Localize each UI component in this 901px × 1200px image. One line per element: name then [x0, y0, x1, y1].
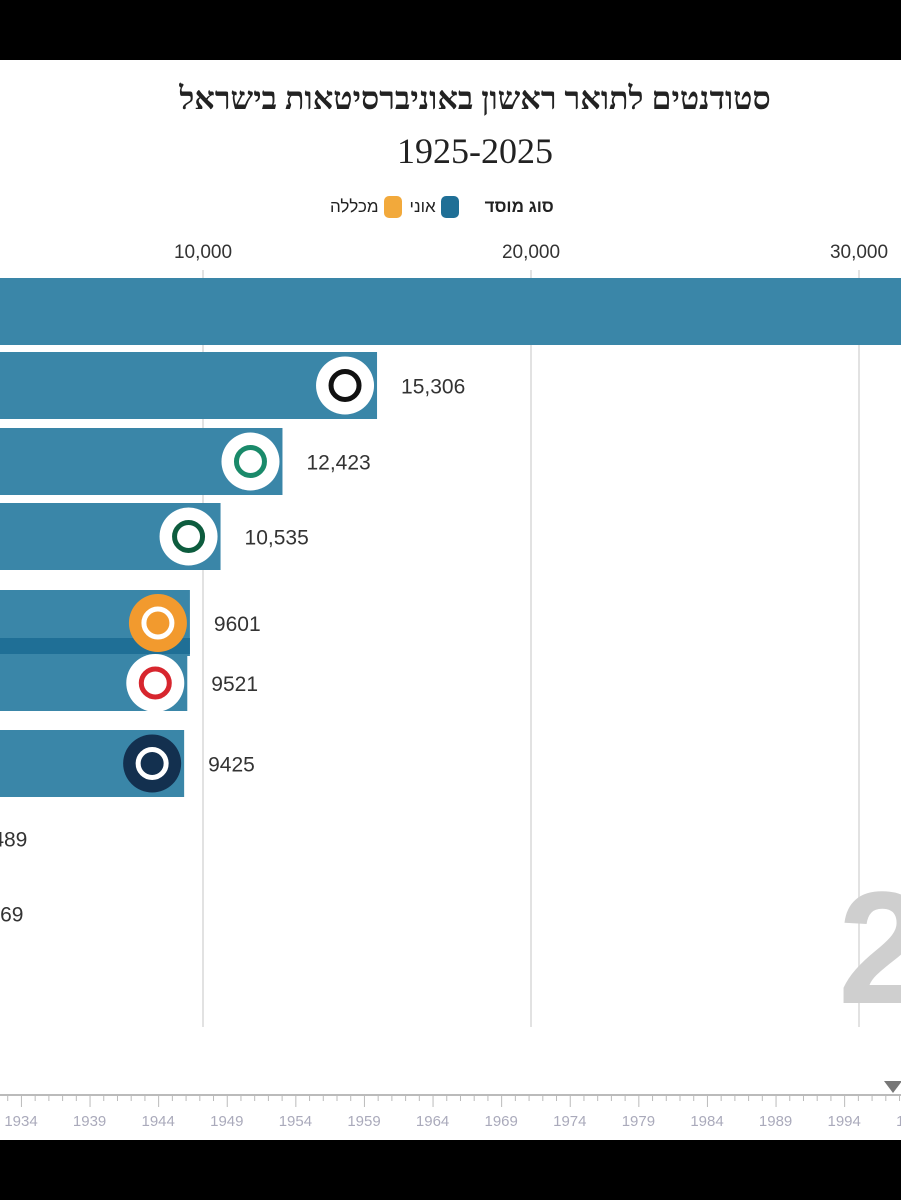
bar-ilan-university-logo-icon: [159, 507, 218, 566]
bar-plot: 10,000 20,000 30,000 15,306 12,423 10,535 9601…: [0, 242, 901, 1130]
chart-title: סטודנטים לתואר ראשון באוניברסיטאות בישרא…: [179, 80, 771, 116]
value-label: 10,535: [245, 527, 309, 550]
timeline-year-label: 1974: [553, 1113, 586, 1130]
logo-mark-icon: [138, 666, 172, 700]
value-label: 2489: [0, 829, 27, 852]
value-label: 15,306: [401, 376, 465, 399]
timeline-year-label: 1969: [485, 1113, 518, 1130]
timeline-year-label: 1949: [210, 1113, 243, 1130]
timeline-year-label: 1939: [73, 1113, 106, 1130]
ben-gurion-university-logo-icon: [128, 594, 187, 652]
logo-mark-icon: [233, 445, 267, 478]
timeline-year-label: 1944: [142, 1113, 175, 1130]
value-label: 9521: [211, 673, 258, 696]
value-label: 9425: [208, 754, 255, 777]
logo-mark-icon: [135, 747, 169, 780]
chart-area: סטודנטים לתואר ראשון באוניברסיטאות בישרא…: [0, 60, 901, 1140]
value-label: 12,423: [306, 452, 370, 475]
value-label: 2369: [0, 904, 23, 927]
logo-mark-icon: [141, 606, 175, 640]
timeline-year-label: 1964: [416, 1113, 449, 1130]
x-tick-label: 10,000: [174, 242, 232, 263]
open-university-logo-icon: [221, 432, 280, 491]
timeline-year-label: 1999: [896, 1113, 901, 1130]
timeline-year-label: 1994: [828, 1113, 861, 1130]
timeline-year-label: 1954: [279, 1113, 312, 1130]
logo-mark-icon: [328, 369, 362, 402]
logo-mark-icon: [172, 520, 206, 553]
timeline-year-label: 1979: [622, 1113, 655, 1130]
university-of-haifa-logo-icon: [126, 654, 185, 712]
legend: סוג מוסד אוני מכללה: [330, 196, 554, 218]
tel-aviv-university-logo-icon: [316, 356, 375, 415]
year-watermark: 2: [838, 858, 901, 1037]
timeline-handle-icon[interactable]: [884, 1081, 901, 1093]
x-tick-label: 20,000: [502, 242, 560, 263]
legend-title: סוג מוסד: [484, 197, 554, 216]
timeline-year-label: 1989: [759, 1113, 792, 1130]
chart-subtitle: 1925-2025: [397, 131, 553, 171]
bar: [0, 278, 901, 345]
legend-swatch: [440, 196, 459, 218]
legend-item-university: אוני: [410, 196, 459, 218]
legend-label: מכללה: [330, 197, 379, 216]
timeline-year-label: 1934: [4, 1113, 37, 1130]
bar: [0, 352, 378, 419]
legend-label: אוני: [409, 197, 436, 216]
legend-swatch: [383, 196, 402, 218]
value-label: 9601: [214, 613, 261, 636]
legend-item-college: מכללה: [330, 196, 402, 218]
technion-logo-icon: [123, 734, 182, 793]
timeline-year-label: 1984: [690, 1113, 723, 1130]
x-tick-label: 30,000: [830, 242, 888, 263]
timeline-year-label: 1959: [347, 1113, 380, 1130]
